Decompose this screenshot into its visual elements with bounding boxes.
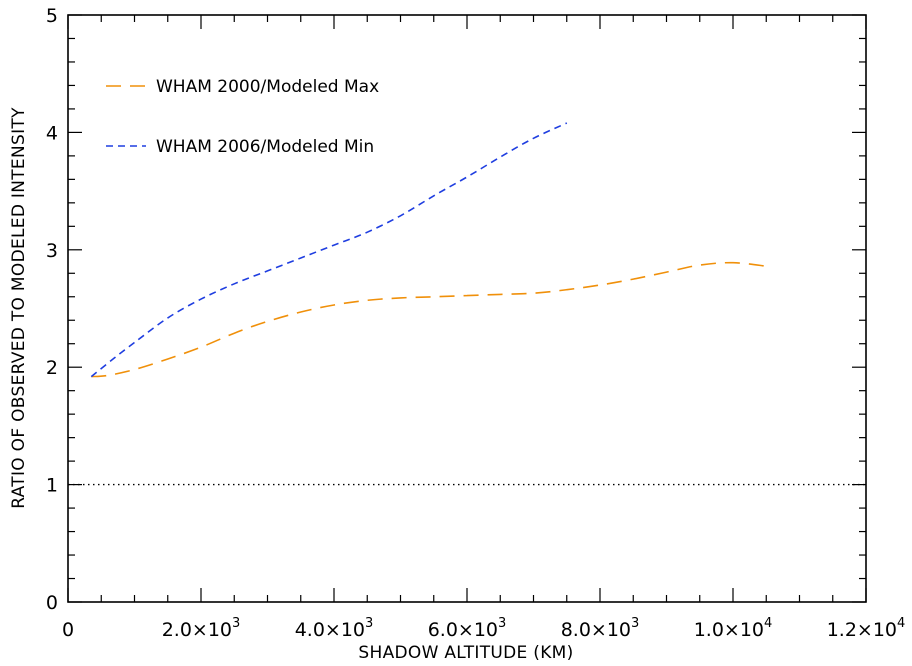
y-tick-label: 2	[46, 357, 58, 379]
x-tick-label: 4.0×103	[295, 616, 374, 641]
y-axis-label: RATIO OF OBSERVED TO MODELED INTENSITY	[9, 107, 29, 509]
y-tick-label: 1	[46, 475, 58, 497]
series-line-1	[91, 261, 767, 378]
x-tick-mantissa: 2.0×10	[162, 619, 232, 641]
legend-label-2: WHAM 2006/Modeled Min	[156, 137, 374, 157]
x-tick-exponent: 3	[631, 616, 639, 631]
x-axis-label: SHADOW ALTITUDE (KM)	[358, 643, 573, 663]
x-tick-exponent: 4	[897, 616, 905, 631]
y-tick-label: 0	[46, 592, 58, 614]
x-tick-mantissa: 0	[62, 619, 74, 641]
x-tick-label: 0	[62, 619, 74, 641]
x-tick-exponent: 3	[232, 616, 240, 631]
x-tick-label: 1.2×104	[827, 616, 906, 641]
plot-area-border	[67, 14, 867, 603]
axis-ticks	[67, 14, 867, 603]
x-tick-mantissa: 1.0×10	[694, 619, 764, 641]
x-tick-exponent: 4	[764, 616, 772, 631]
x-tick-exponent: 3	[365, 616, 373, 631]
y-tick-label: 3	[46, 240, 58, 262]
x-tick-mantissa: 4.0×10	[295, 619, 365, 641]
x-tick-label: 1.0×104	[694, 616, 773, 641]
series-line-2	[90, 122, 568, 378]
legend-label-1: WHAM 2000/Modeled Max	[156, 77, 379, 97]
x-tick-mantissa: 1.2×10	[827, 619, 897, 641]
x-tick-labels: 0 2.0×103 4.0×103 6.0×103 8.0×103 1.0×104 1.2×…	[62, 616, 905, 641]
series-group	[90, 122, 767, 378]
x-tick-mantissa: 6.0×10	[428, 619, 498, 641]
plot-frame	[67, 14, 867, 603]
x-tick-label: 8.0×103	[561, 616, 640, 641]
x-tick-mantissa: 8.0×10	[561, 619, 631, 641]
x-tick-label: 6.0×103	[428, 616, 507, 641]
legend: WHAM 2000/Modeled Max WHAM 2006/Modeled M…	[106, 77, 379, 157]
y-tick-label: 4	[46, 122, 58, 144]
y-tick-label: 5	[46, 5, 58, 27]
y-tick-labels: 0 1 2 3 4 5	[46, 5, 58, 614]
x-tick-label: 2.0×103	[162, 616, 241, 641]
x-tick-exponent: 3	[498, 616, 506, 631]
